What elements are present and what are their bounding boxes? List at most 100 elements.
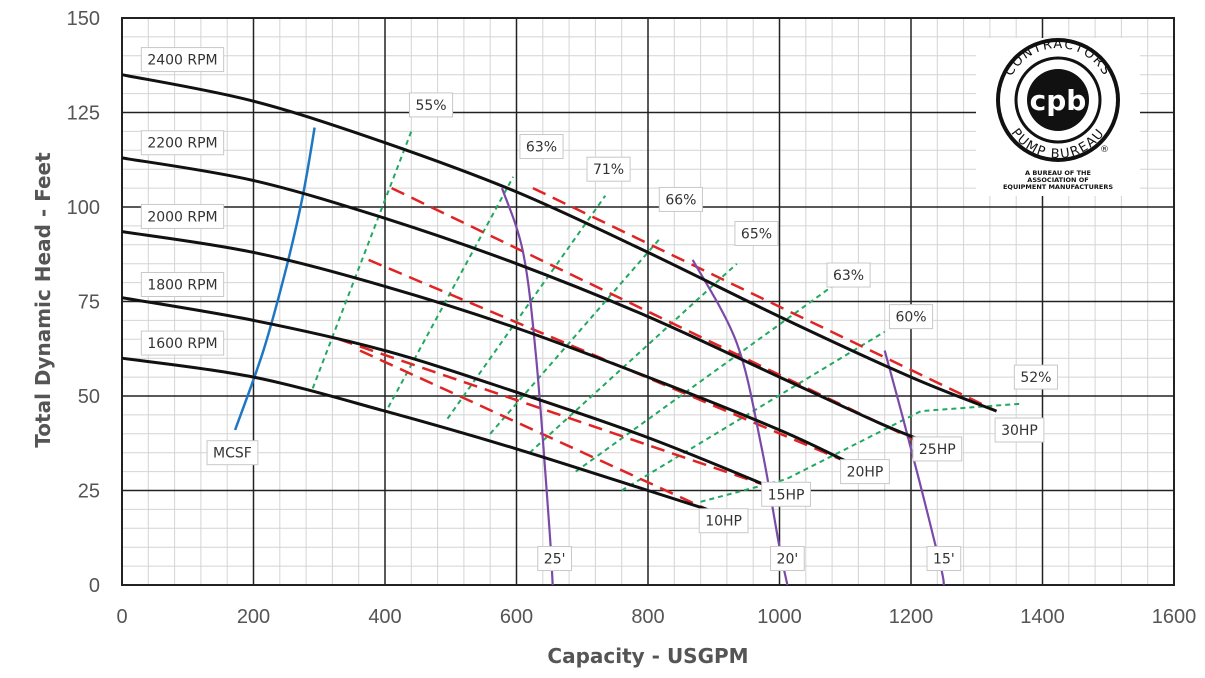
logo-subtitle-3: EQUIPMENT MANUFACTURERS bbox=[1002, 183, 1114, 191]
callout-label: 2000 RPM bbox=[140, 203, 225, 229]
hp-line-3 bbox=[338, 338, 771, 488]
callout-label: 1800 RPM bbox=[140, 271, 225, 297]
callout-text: 20' bbox=[777, 552, 799, 568]
npsh-curve-2 bbox=[883, 350, 945, 586]
y-tick-label: 125 bbox=[67, 103, 100, 125]
callout-text: MCSF bbox=[213, 446, 252, 462]
callout-box bbox=[761, 481, 811, 507]
callout-label: 55% bbox=[408, 92, 454, 118]
mcsf-curve bbox=[233, 127, 316, 431]
efficiency-line-7 bbox=[700, 402, 1023, 503]
callout-label: 71% bbox=[586, 156, 631, 182]
callout-box bbox=[586, 156, 631, 182]
callout-label: 10HP bbox=[698, 508, 749, 534]
callout-text: 15HP bbox=[768, 487, 805, 503]
callout-box bbox=[734, 220, 779, 246]
callout-text: 30HP bbox=[1001, 423, 1038, 439]
callout-box bbox=[888, 304, 934, 330]
callout-label: 15' bbox=[926, 546, 962, 572]
callout-text: 63% bbox=[833, 268, 864, 284]
callout-box bbox=[912, 436, 963, 462]
callout-label: 1600 RPM bbox=[140, 330, 225, 356]
callout-box bbox=[140, 130, 225, 156]
callout-text: 60% bbox=[895, 310, 926, 326]
callout-label: 25' bbox=[537, 546, 572, 572]
callout-box bbox=[926, 546, 962, 572]
x-tick-labels: 0 200 400 600 800 1000 1200 1400 1600 bbox=[116, 606, 1196, 628]
plot-frame bbox=[121, 17, 1175, 586]
callout-box bbox=[994, 417, 1045, 443]
x-tick-label: 0 bbox=[116, 606, 127, 628]
x-tick-label: 1000 bbox=[757, 606, 802, 628]
callout-label: 60% bbox=[888, 304, 934, 330]
y-axis-title: Total Dynamic Head - Feet bbox=[31, 152, 55, 448]
callout-label: 30HP bbox=[994, 417, 1045, 443]
callout-box bbox=[770, 546, 805, 572]
callout-text: 1600 RPM bbox=[147, 336, 217, 352]
callout-box bbox=[519, 134, 564, 160]
callout-text: 66% bbox=[665, 192, 696, 208]
callout-text: 52% bbox=[1020, 370, 1051, 386]
x-tick-label: 800 bbox=[631, 606, 664, 628]
callout-box bbox=[408, 92, 454, 118]
logo-subtitle-1: A BUREAU OF THE bbox=[1025, 169, 1091, 177]
callout-label: 2400 RPM bbox=[140, 47, 225, 73]
callout-box bbox=[140, 47, 225, 73]
callout-label: 20HP bbox=[840, 459, 890, 485]
efficiency-line-0 bbox=[311, 131, 413, 389]
callout-box bbox=[537, 546, 572, 572]
npsh-curve-1 bbox=[691, 259, 789, 586]
y-tick-label: 150 bbox=[67, 8, 100, 30]
callout-box bbox=[658, 186, 703, 212]
rpm-curve-3 bbox=[121, 296, 771, 489]
hp-line-4 bbox=[359, 349, 708, 511]
callout-text: 20HP bbox=[847, 465, 884, 481]
callout-text: 65% bbox=[741, 226, 772, 242]
efficiency-line-3 bbox=[489, 236, 662, 435]
y-tick-label: 100 bbox=[67, 197, 100, 219]
logo-center: cpb bbox=[1030, 84, 1087, 117]
callout-label: MCSF bbox=[206, 440, 259, 466]
callout-text: 10HP bbox=[705, 514, 742, 530]
callout-label: 52% bbox=[1013, 364, 1058, 390]
cpb-logo: CONTRACTORS PUMP BUREAU cpb ® A BUREAU O… bbox=[976, 37, 1140, 196]
callout-box bbox=[140, 271, 225, 297]
cpb-seal-icon: CONTRACTORS PUMP BUREAU cpb ® bbox=[996, 37, 1120, 162]
y-tick-label: 25 bbox=[78, 481, 100, 503]
callout-box bbox=[206, 440, 259, 466]
x-axis-title: Capacity - USGPM bbox=[547, 644, 748, 668]
callout-label: 20' bbox=[770, 546, 805, 572]
callout-label: 65% bbox=[734, 220, 779, 246]
x-tick-label: 400 bbox=[368, 606, 401, 628]
callout-text: 2400 RPM bbox=[147, 53, 217, 69]
y-tick-labels: 0 25 50 75 100 125 150 bbox=[67, 8, 100, 597]
x-tick-label: 1200 bbox=[889, 606, 934, 628]
callout-label: 15HP bbox=[761, 481, 811, 507]
x-tick-label: 1400 bbox=[1020, 606, 1065, 628]
rpm-curve-2 bbox=[121, 230, 853, 466]
callout-box bbox=[1013, 364, 1058, 390]
efficiency-line-2 bbox=[446, 195, 607, 420]
callout-text: 25HP bbox=[919, 442, 956, 458]
callout-box bbox=[140, 330, 225, 356]
hp-line-0 bbox=[532, 186, 998, 413]
callout-text: 15' bbox=[933, 552, 955, 568]
x-tick-label: 200 bbox=[237, 606, 270, 628]
callout-label: 25HP bbox=[912, 436, 963, 462]
callout-text: 63% bbox=[526, 140, 557, 156]
callout-box bbox=[698, 508, 749, 534]
efficiency-line-4 bbox=[529, 262, 738, 454]
callout-label: 63% bbox=[519, 134, 564, 160]
callout-box bbox=[826, 262, 871, 288]
efficiency-line-1 bbox=[387, 176, 515, 408]
callout-text: 1800 RPM bbox=[147, 277, 217, 293]
callout-label: 2200 RPM bbox=[140, 130, 225, 156]
y-tick-label: 0 bbox=[89, 575, 100, 597]
callout-text: 25' bbox=[544, 552, 566, 568]
efficiency-line-5 bbox=[575, 285, 833, 473]
y-tick-label: 50 bbox=[78, 386, 100, 408]
callout-labels: 2400 RPM 2200 RPM 2000 RPM 1800 RPM 1600 RPM… bbox=[140, 47, 1058, 572]
callout-box bbox=[840, 459, 890, 485]
callout-label: 63% bbox=[826, 262, 871, 288]
